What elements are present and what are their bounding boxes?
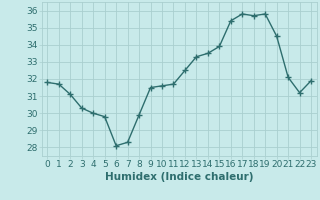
X-axis label: Humidex (Indice chaleur): Humidex (Indice chaleur) (105, 172, 253, 182)
